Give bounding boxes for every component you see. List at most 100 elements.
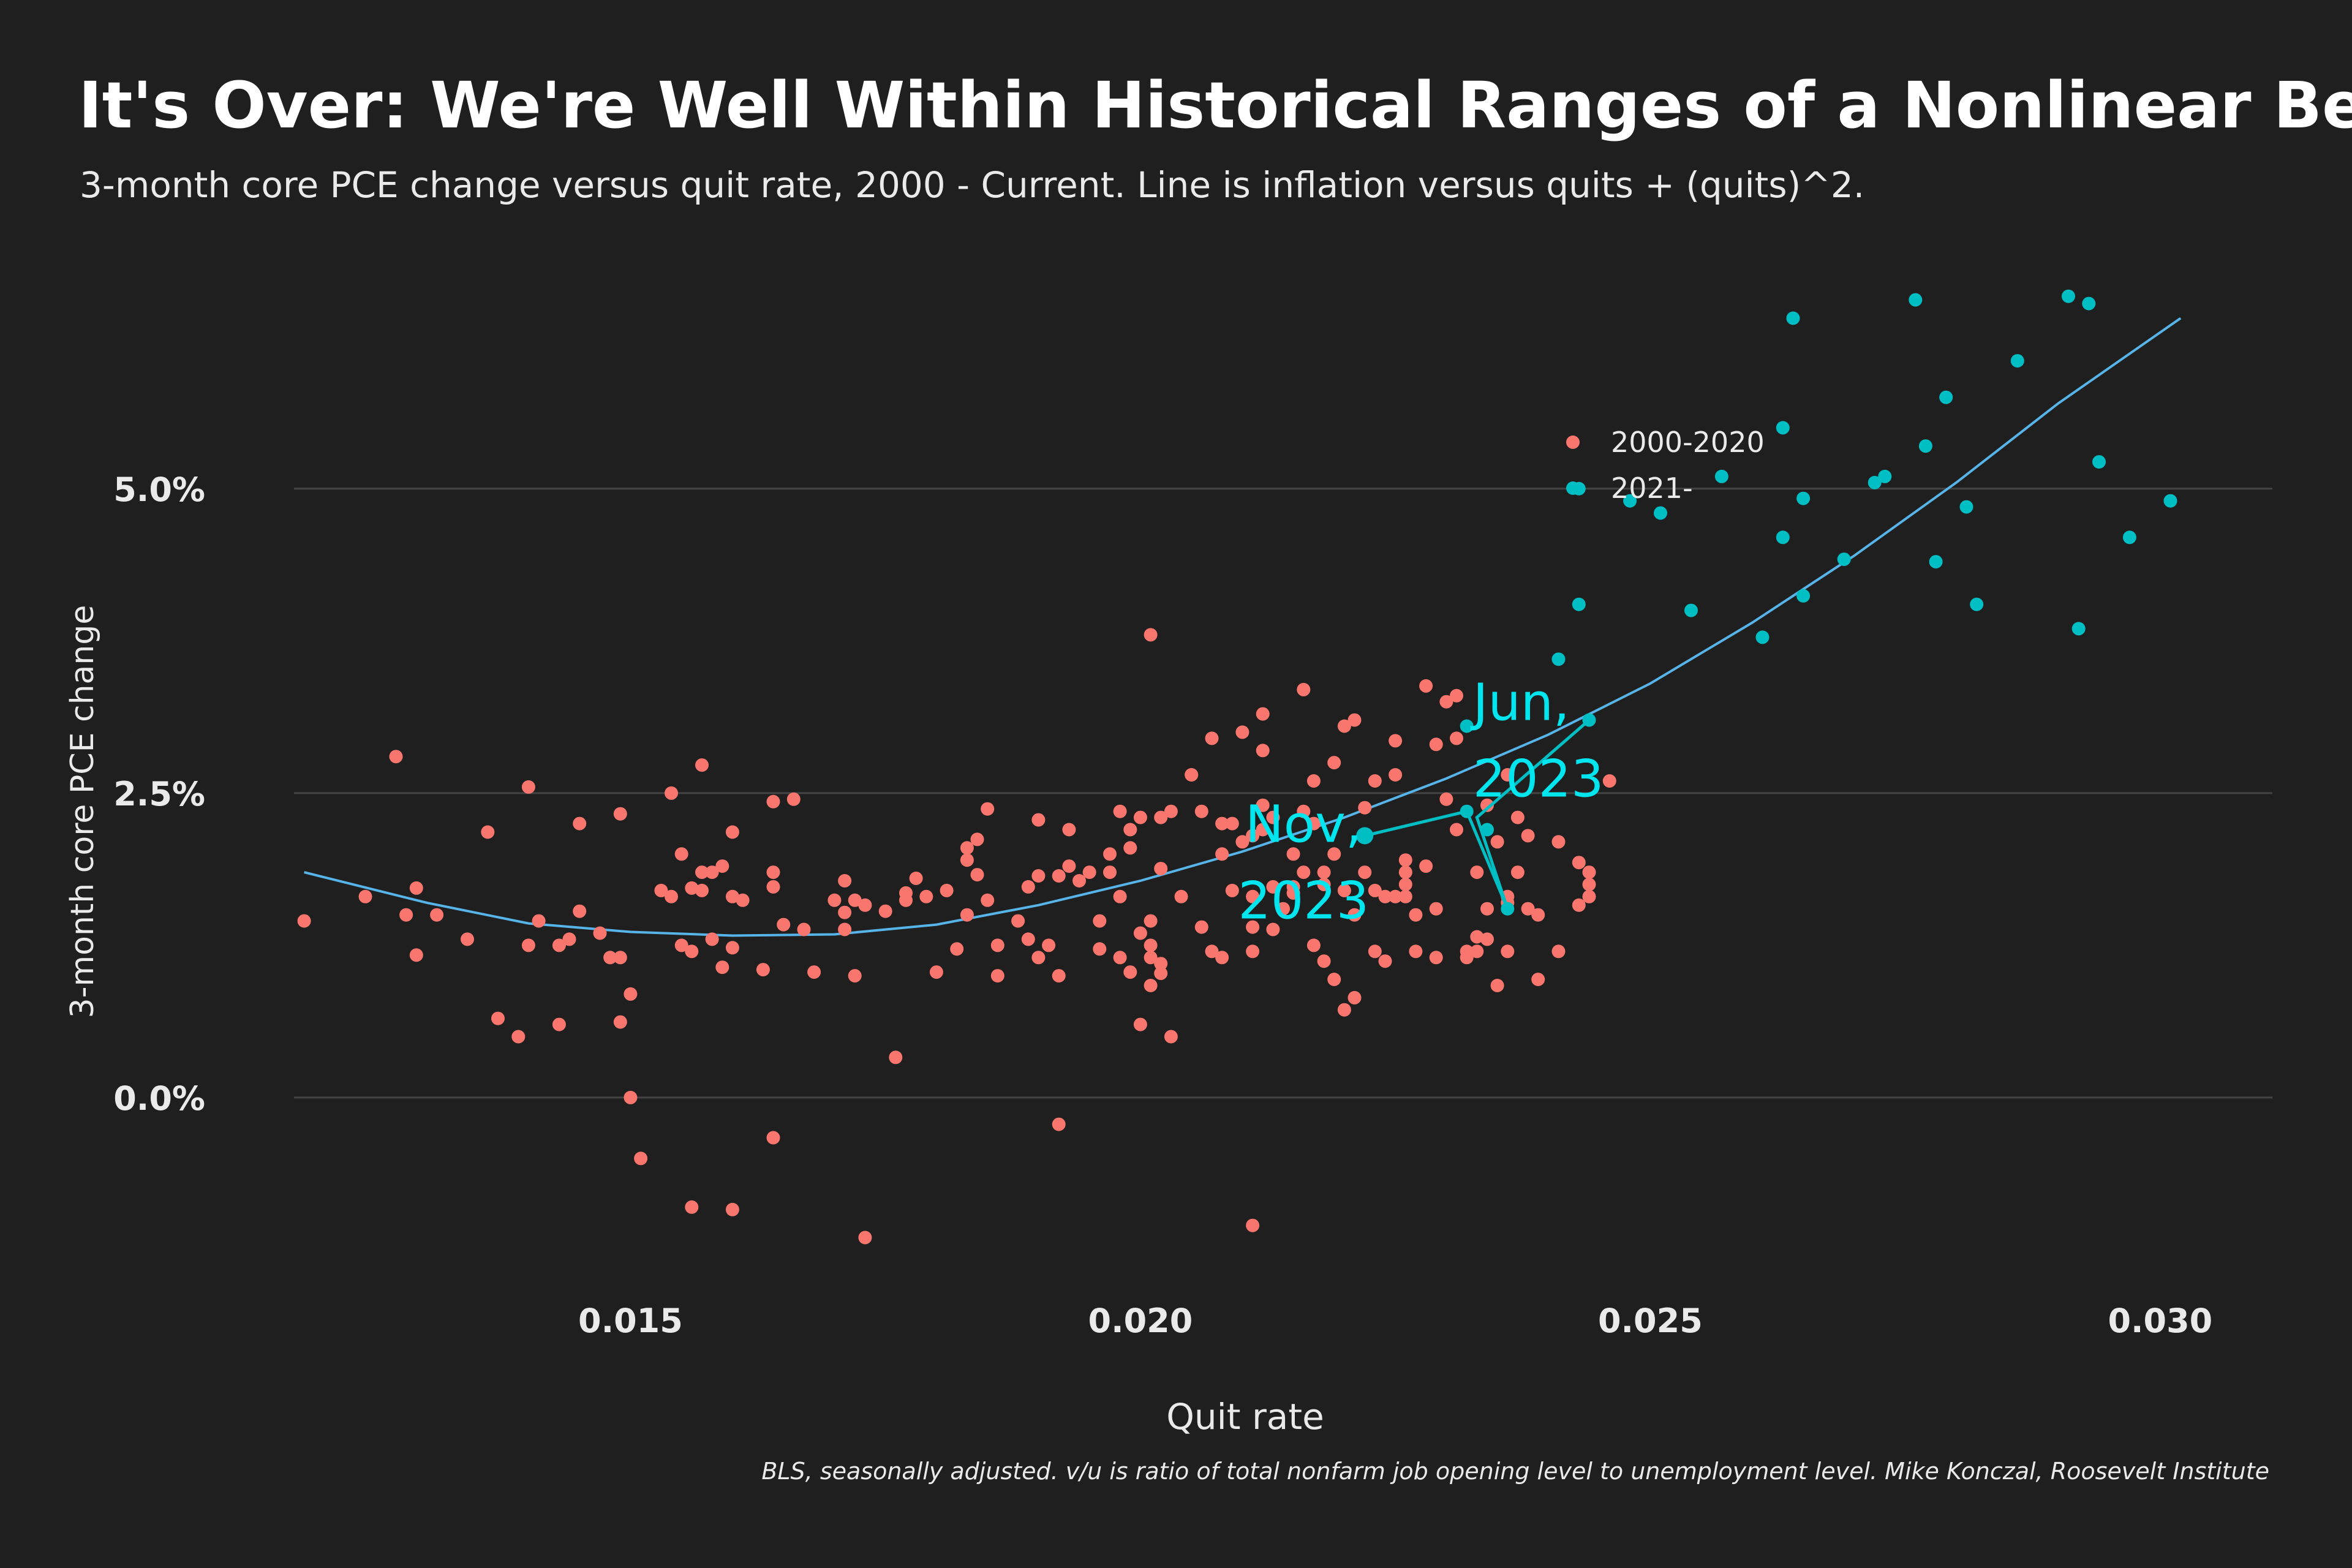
point-2000-2020 [858,898,872,912]
point-2000-2020 [1185,768,1199,782]
point-2000-2020 [858,1231,872,1245]
point-2000-2020 [909,872,923,885]
point-2000-2020 [1154,862,1168,876]
point-2000-2020 [1551,835,1566,849]
point-2000-2020 [1419,679,1433,693]
point-2000-2020 [685,881,699,895]
point-2000-2020 [1389,768,1403,782]
point-2000-2020 [766,865,780,880]
point-2000-2020 [685,944,699,959]
annotations: Jun, 2023 Nov, 2023 [1238,673,1604,931]
axis-ticks: 0.0% 2.5% 5.0% 0.015 0.020 0.025 0.030 [113,470,2212,1340]
point-2000-2020 [725,889,739,903]
point-2000-2020 [1398,865,1412,880]
point-2000-2020 [430,908,444,922]
point-2021 [1929,555,1943,569]
point-2000-2020 [1348,713,1362,727]
point-2000-2020 [1306,938,1321,952]
point-2000-2020 [715,960,729,974]
point-2000-2020 [1072,874,1086,888]
point-2000-2020 [1276,902,1290,916]
point-2000-2020 [705,865,719,880]
point-2000-2020 [1235,725,1250,739]
point-2000-2020 [1398,878,1412,891]
point-2000-2020 [552,938,566,952]
point-2000-2020 [1256,823,1270,837]
point-2000-2020 [532,914,546,928]
point-2021 [1654,506,1667,520]
point-2000-2020 [1256,744,1270,758]
point-2000-2020 [1501,944,1515,959]
point-2021 [1776,530,1790,545]
point-2000-2020 [674,938,688,952]
point-2000-2020 [1551,944,1566,959]
point-2000-2020 [838,905,852,919]
point-2021 [1959,500,1973,514]
legend: 2000-2020 2021- [1566,426,1765,505]
point-2000-2020 [1093,942,1107,956]
point-2000-2020 [1480,902,1494,916]
point-2000-2020 [848,969,862,983]
point-2000-2020 [1297,682,1311,696]
point-2000-2020 [665,889,678,903]
legend-label-2000-2020: 2000-2020 [1611,426,1765,459]
point-2000-2020 [1429,951,1443,965]
point-2000-2020 [1225,883,1239,897]
point-2021 [1868,475,1882,489]
point-2021 [2082,296,2096,311]
x-tick-label: 0.030 [2108,1302,2212,1340]
point-2000-2020 [562,932,576,946]
point-2000-2020 [1194,804,1208,818]
point-2000-2020 [725,1202,739,1216]
point-2021 [1878,469,1892,483]
point-2000-2020 [1337,719,1351,733]
point-2000-2020 [1368,774,1382,788]
point-2000-2020 [1429,737,1443,752]
point-2000-2020 [1266,922,1280,937]
point-2000-2020 [685,1200,699,1214]
point-2000-2020 [1246,829,1260,843]
point-2000-2020 [593,926,607,940]
point-2021 [1837,552,1851,567]
point-2000-2020 [929,965,943,979]
point-2000-2020 [409,881,423,895]
point-2000-2020 [1389,889,1403,903]
point-2000-2020 [1490,979,1504,992]
x-axis-label: Quit rate [1166,1396,1324,1438]
point-2000-2020 [1389,734,1403,748]
point-2000-2020 [1031,813,1046,827]
legend-marker-2000-2020 [1566,435,1580,449]
point-2000-2020 [1144,951,1158,965]
recent-path-line [1364,718,1591,910]
x-tick-label: 0.025 [1598,1302,1703,1340]
point-2021 [1572,597,1586,611]
point-2021 [1786,311,1800,325]
point-2000-2020 [1297,865,1311,880]
point-2000-2020 [665,786,678,800]
point-2000-2020 [1358,865,1372,880]
point-2000-2020 [1103,847,1117,861]
point-2000-2020 [878,904,892,918]
point-2000-2020 [1521,902,1535,916]
point-2000-2020 [777,918,791,932]
point-2000-2020 [603,951,617,965]
point-2000-2020 [1215,816,1229,831]
point-2000-2020 [1470,944,1484,959]
point-2000-2020 [705,932,719,946]
point-2000-2020 [1062,823,1076,837]
point-2000-2020 [1103,865,1117,880]
y-tick-label: 2.5% [113,775,205,813]
point-2000-2020 [1113,804,1127,818]
point-2000-2020 [919,889,933,903]
point-2000-2020 [981,802,995,816]
legend-marker-2021 [1566,481,1580,495]
y-tick-label: 5.0% [113,470,205,509]
point-2000-2020 [1470,865,1484,880]
point-2000-2020 [960,908,974,922]
point-2000-2020 [1572,898,1586,912]
point-2000-2020 [1306,816,1321,831]
point-2000-2020 [725,941,739,955]
point-2000-2020 [1246,920,1260,934]
point-2000-2020 [1205,944,1219,959]
point-2000-2020 [358,889,372,903]
